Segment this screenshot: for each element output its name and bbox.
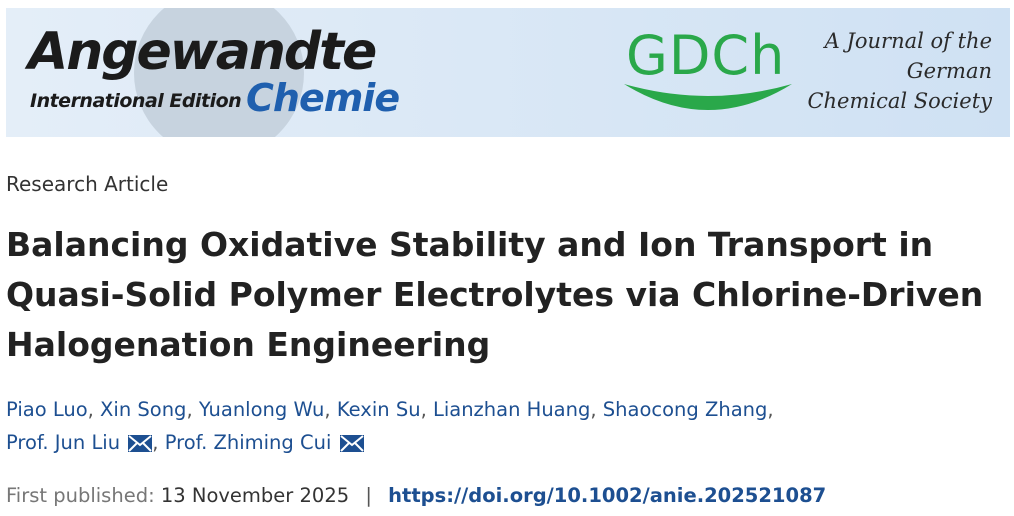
doi-link[interactable]: https://doi.org/10.1002/anie.202521087 (388, 484, 827, 507)
publication-info: First published: 13 November 2025 | http… (6, 484, 826, 507)
author-link[interactable]: Piao Luo (6, 398, 88, 421)
author-line: Prof. Jun Liu , Prof. Zhiming Cui (6, 426, 996, 459)
first-published-label: First published: (6, 484, 155, 507)
title-line: Quasi-Solid Polymer Electrolytes via Chl… (6, 275, 984, 314)
author-line: Piao Luo, Xin Song, Yuanlong Wu, Kexin S… (6, 398, 774, 421)
email-envelope-icon[interactable] (128, 435, 153, 452)
journal-banner[interactable]: Angewandte International Edition Chemie … (6, 8, 1010, 137)
title-line: Balancing Oxidative Stability and Ion Tr… (6, 225, 934, 264)
author-list: Piao Luo, Xin Song, Yuanlong Wu, Kexin S… (6, 393, 996, 459)
publication-date: 13 November 2025 (160, 484, 350, 507)
article-title: Balancing Oxidative Stability and Ion Tr… (6, 220, 996, 370)
author-link[interactable]: Prof. Jun Liu (6, 431, 121, 454)
gdch-logo-text: GDCh (626, 24, 786, 87)
gdch-logo: GDCh (618, 22, 798, 126)
email-envelope-icon[interactable] (339, 435, 364, 452)
author-link[interactable]: Kexin Su (336, 398, 421, 421)
journal-line: German (906, 59, 992, 83)
article-type-label: Research Article (6, 172, 169, 196)
author-link[interactable]: Yuanlong Wu (198, 398, 325, 421)
international-edition-text: International Edition (30, 90, 242, 112)
angewandte-logo-text: Angewandte (28, 22, 377, 82)
publication-separator: | (365, 484, 372, 507)
gdch-arc-icon (624, 84, 792, 110)
author-link[interactable]: Prof. Zhiming Cui (164, 431, 332, 454)
title-line: Halogenation Engineering (6, 325, 491, 364)
chemie-logo-text: Chemie (246, 76, 400, 120)
journal-line: Chemical Society (807, 89, 992, 113)
author-link[interactable]: Lianzhan Huang (432, 398, 591, 421)
journal-line: A Journal of the (824, 29, 992, 53)
banner-circle-decoration (134, 8, 304, 137)
journal-society-text: A Journal of the German Chemical Society (807, 26, 992, 116)
author-link[interactable]: Shaocong Zhang (602, 398, 768, 421)
author-link[interactable]: Xin Song (100, 398, 187, 421)
